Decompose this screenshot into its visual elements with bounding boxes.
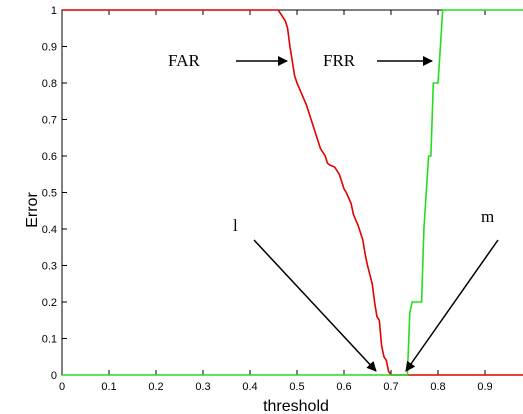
x-tick-label: 0.8 — [430, 381, 445, 393]
frr-curve — [62, 9, 523, 376]
y-tick-label: 0.7 — [42, 115, 57, 127]
y-tick-label: 0.2 — [42, 297, 57, 309]
y-tick-label: 0.6 — [42, 151, 57, 163]
y-tick-labels: 0 0.1 0.2 0.3 0.4 0.5 0.6 0.7 0.8 0.9 1 — [42, 5, 57, 382]
y-tick-label: 0.3 — [42, 261, 57, 273]
y-tick-label: 0 — [51, 370, 57, 382]
annotation-l-arrow — [253, 239, 377, 372]
annotation-l-label: l — [233, 216, 238, 235]
x-tick-label: 0.2 — [148, 381, 163, 393]
x-tick-label: 0.4 — [242, 381, 257, 393]
x-tick-label: 0.7 — [383, 381, 398, 393]
x-tick-label: 0.3 — [195, 381, 210, 393]
y-tick-label: 0.5 — [42, 188, 57, 200]
x-axis-title: threshold — [263, 398, 329, 414]
y-tick-label: 1 — [51, 5, 57, 17]
annotation-frr-label: FRR — [323, 51, 356, 70]
annotation-m-arrow — [405, 239, 499, 372]
series-lines — [62, 9, 523, 376]
y-tick-label: 0.8 — [42, 78, 57, 90]
x-tick-label: 0.9 — [477, 381, 492, 393]
x-tick-label: 0.6 — [336, 381, 351, 393]
x-tick-label: 0 — [59, 381, 65, 393]
annotation-m-label: m — [481, 207, 494, 226]
x-tick-labels: 00.10.20.30.40.50.60.70.80.91 — [59, 381, 493, 393]
x-tick-label: 0.1 — [101, 381, 116, 393]
annotation-far-label: FAR — [168, 51, 200, 70]
y-tick-label: 0.4 — [42, 224, 57, 236]
y-tick-label: 0.9 — [42, 42, 57, 54]
axis-ticks — [61, 9, 486, 376]
x-tick-label: 0.5 — [289, 381, 304, 393]
y-tick-label: 0.1 — [42, 334, 57, 346]
y-axis-title: Error — [24, 192, 41, 228]
far-curve — [62, 9, 523, 376]
